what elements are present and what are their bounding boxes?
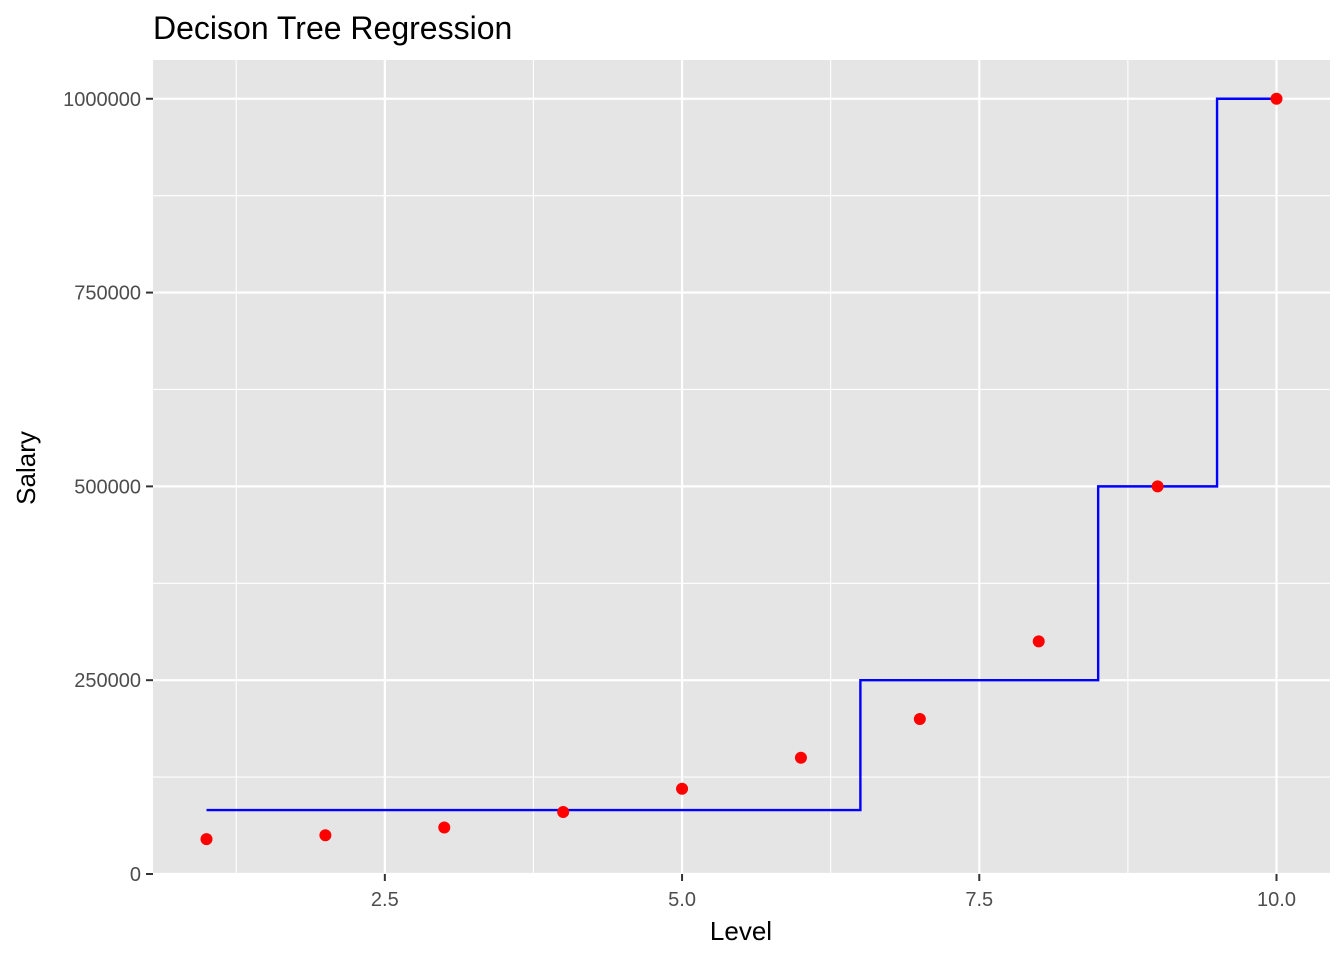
x-axis-ticks: 2.5 5.0 7.5 10.0 xyxy=(371,874,1296,911)
data-point xyxy=(1151,480,1164,493)
y-tick-label: 750000 xyxy=(74,283,141,305)
chart-series xyxy=(200,92,1283,846)
y-axis-title: Salary xyxy=(11,431,41,505)
y-axis-ticks: 0 250000 500000 750000 1000000 xyxy=(63,89,153,886)
y-tick-label: 250000 xyxy=(74,670,141,692)
x-tick-label: 10.0 xyxy=(1257,889,1296,911)
y-tick-label: 1000000 xyxy=(63,89,141,111)
y-tick-label: 0 xyxy=(130,864,141,886)
data-point xyxy=(319,829,332,842)
x-tick-label: 7.5 xyxy=(965,889,993,911)
data-point xyxy=(557,805,570,818)
data-point xyxy=(913,712,926,725)
y-tick-label: 500000 xyxy=(74,476,141,498)
data-point xyxy=(1270,92,1283,105)
data-point xyxy=(438,821,451,834)
minor-gridlines xyxy=(153,60,1330,874)
chart-title: Decison Tree Regression xyxy=(153,10,512,46)
plot-panel xyxy=(153,60,1330,874)
data-point xyxy=(794,751,807,764)
prediction-step-line xyxy=(206,97,1277,812)
data-point xyxy=(1032,635,1045,648)
x-axis-title: Level xyxy=(710,916,772,946)
x-tick-label: 2.5 xyxy=(371,889,399,911)
data-point xyxy=(200,833,213,846)
data-point xyxy=(676,782,689,795)
x-tick-label: 5.0 xyxy=(668,889,696,911)
